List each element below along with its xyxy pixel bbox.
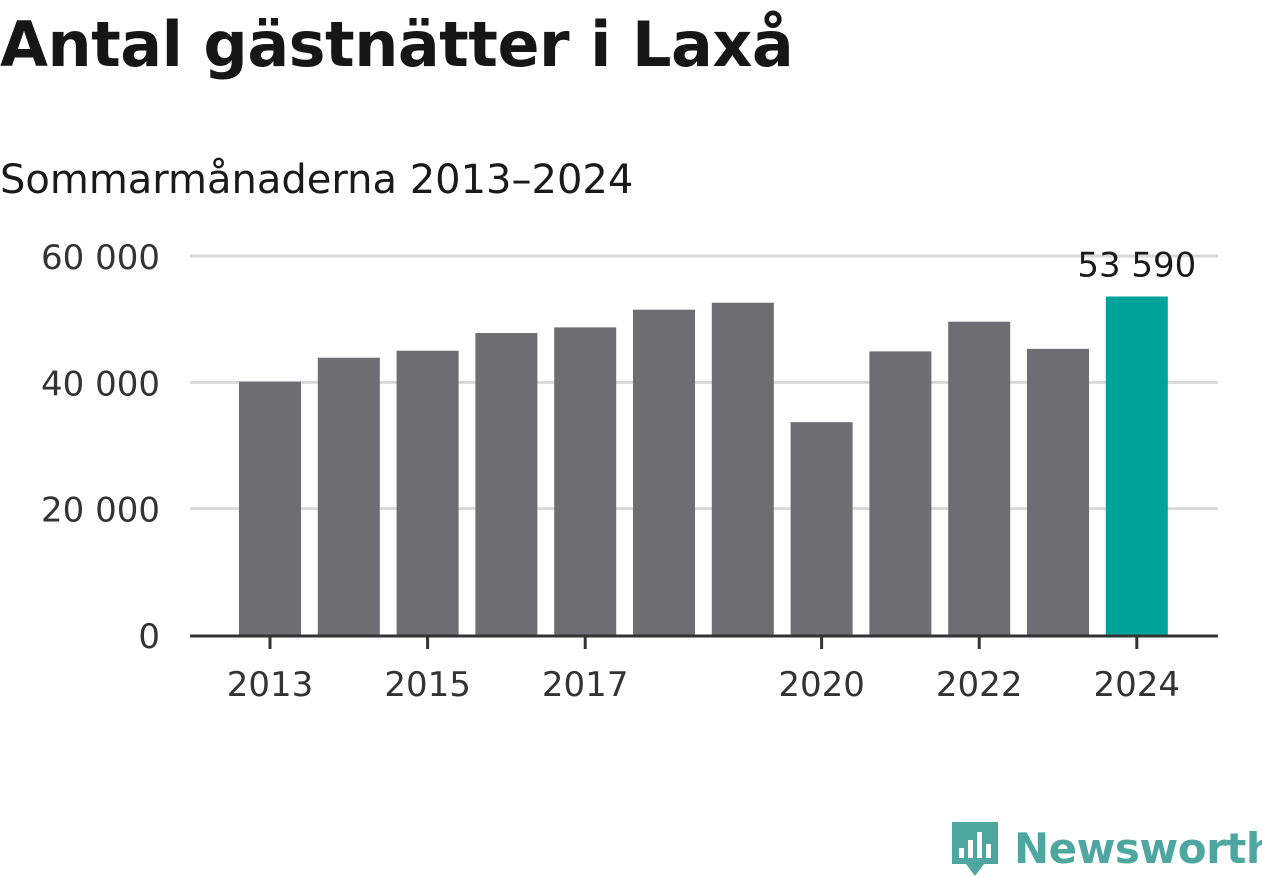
bar	[948, 321, 1011, 635]
data-label: 53 590	[1077, 245, 1196, 285]
x-tick-label: 2017	[542, 665, 629, 705]
bar	[475, 333, 538, 635]
bar	[317, 357, 380, 635]
chart-subtitle: Sommarmånaderna 2013–2024	[0, 157, 634, 203]
bar	[1105, 296, 1168, 635]
x-tick-label: 2020	[778, 665, 865, 705]
bar	[711, 302, 774, 635]
bar	[554, 327, 617, 635]
x-tick-label: 2022	[936, 665, 1023, 705]
bar	[396, 350, 459, 635]
y-tick-label: 0	[138, 617, 160, 657]
x-tick-label: 2013	[227, 665, 314, 705]
x-tick-label: 2024	[1094, 665, 1181, 705]
y-tick-label: 60 000	[41, 238, 160, 278]
newsworthy-logo: Newsworthy	[950, 818, 1262, 878]
bar	[1027, 348, 1089, 635]
bar	[790, 422, 853, 635]
newsworthy-icon	[952, 822, 998, 876]
bar	[239, 381, 301, 635]
chart-title: Antal gästnätter i Laxå	[0, 8, 794, 81]
bar	[869, 351, 932, 635]
x-tick-label: 2015	[384, 665, 471, 705]
y-tick-label: 20 000	[41, 491, 160, 531]
y-tick-label: 40 000	[41, 364, 160, 404]
bar	[633, 309, 695, 635]
brand-name: Newsworthy	[1014, 823, 1262, 873]
